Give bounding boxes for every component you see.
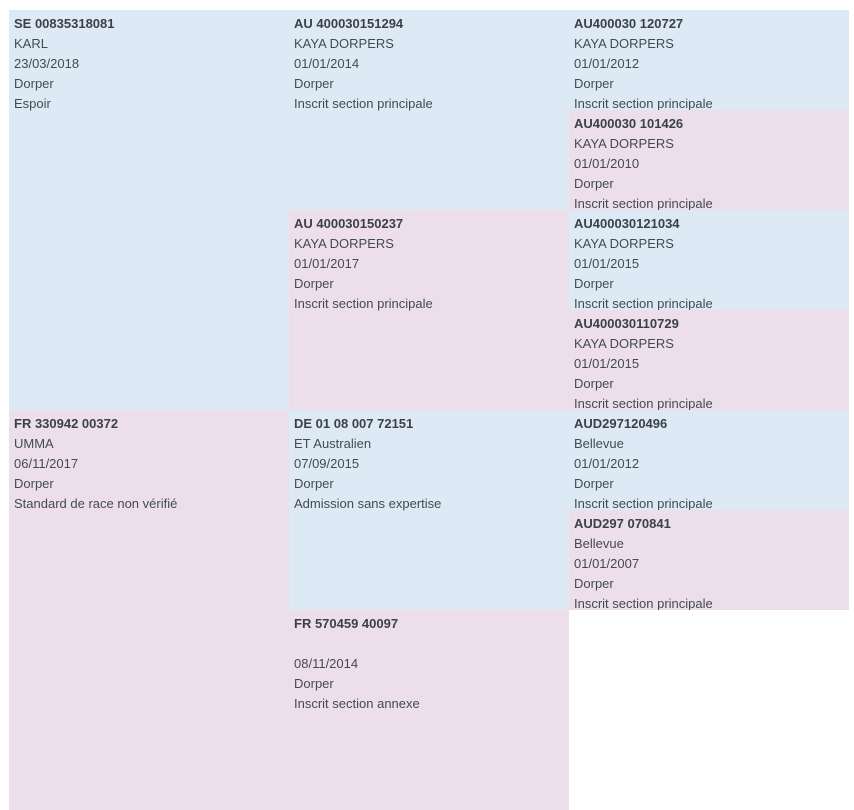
pedigree-cell-sire-sire-sire[interactable]: AU400030 120727 KAYA DORPERS 01/01/2012 … xyxy=(569,10,849,110)
birth-date: 01/01/2007 xyxy=(574,556,640,571)
registration-status: Admission sans expertise xyxy=(294,496,442,511)
breed: Dorper xyxy=(294,76,334,91)
breed: Dorper xyxy=(574,476,614,491)
birth-date: 01/01/2012 xyxy=(574,56,640,71)
animal-id[interactable]: AU 400030150237 xyxy=(294,216,404,231)
pedigree-cell-sire-sire-dam[interactable]: AU400030 101426 KAYA DORPERS 01/01/2010 … xyxy=(569,110,849,210)
pedigree-cell-dam-sire[interactable]: DE 01 08 007 72151 ET Australien 07/09/2… xyxy=(289,410,569,610)
animal-name: Bellevue xyxy=(574,436,624,451)
animal-name: ET Australien xyxy=(294,436,372,451)
breed: Dorper xyxy=(574,376,614,391)
birth-date: 07/09/2015 xyxy=(294,456,360,471)
breed: Dorper xyxy=(14,76,54,91)
breed: Dorper xyxy=(294,276,334,291)
birth-date: 01/01/2012 xyxy=(574,456,640,471)
animal-name: KAYA DORPERS xyxy=(294,236,394,251)
pedigree-cell-dam-dam[interactable]: FR 570459 40097 08/11/2014 Dorper Inscri… xyxy=(289,610,569,810)
animal-id[interactable]: AU400030 101426 xyxy=(574,116,684,131)
registration-status: Espoir xyxy=(14,96,51,111)
pedigree-cell-sire-dam[interactable]: AU 400030150237 KAYA DORPERS 01/01/2017 … xyxy=(289,210,569,410)
breed: Dorper xyxy=(294,476,334,491)
breed: Dorper xyxy=(14,476,54,491)
birth-date: 06/11/2017 xyxy=(14,456,79,471)
registration-status: Inscrit section principale xyxy=(574,396,713,410)
breed: Dorper xyxy=(574,176,614,191)
animal-id[interactable]: DE 01 08 007 72151 xyxy=(294,416,414,431)
animal-name: KAYA DORPERS xyxy=(574,136,674,151)
pedigree-cell-dam[interactable]: FR 330942 00372 UMMA 06/11/2017 Dorper S… xyxy=(9,410,289,810)
animal-name: KAYA DORPERS xyxy=(294,36,394,51)
birth-date: 08/11/2014 xyxy=(294,656,359,671)
birth-date: 01/01/2015 xyxy=(574,356,640,371)
registration-status: Inscrit section principale xyxy=(574,96,713,110)
pedigree-cell-sire[interactable]: SE 00835318081 KARL 23/03/2018 Dorper Es… xyxy=(9,10,289,410)
breed: Dorper xyxy=(294,676,334,691)
registration-status: Standard de race non vérifié xyxy=(14,496,178,511)
birth-date: 01/01/2014 xyxy=(294,56,360,71)
animal-id[interactable]: AU400030 120727 xyxy=(574,16,684,31)
animal-id[interactable]: AU 400030151294 xyxy=(294,16,404,31)
breed: Dorper xyxy=(574,576,614,591)
animal-id[interactable]: AUD297 070841 xyxy=(574,516,671,531)
birth-date: 01/01/2017 xyxy=(294,256,360,271)
registration-status: Inscrit section principale xyxy=(574,296,713,310)
animal-name: KAYA DORPERS xyxy=(574,336,674,351)
registration-status: Inscrit section principale xyxy=(574,196,713,210)
registration-status: Inscrit section principale xyxy=(574,596,713,610)
birth-date: 01/01/2015 xyxy=(574,256,640,271)
animal-id[interactable]: FR 570459 40097 xyxy=(294,616,399,631)
animal-name: KAYA DORPERS xyxy=(574,236,674,251)
registration-status: Inscrit section principale xyxy=(294,296,433,311)
birth-date: 01/01/2010 xyxy=(574,156,640,171)
pedigree-cell-dam-sire-sire[interactable]: AUD297120496 Bellevue 01/01/2012 Dorper … xyxy=(569,410,849,510)
pedigree-cell-dam-sire-dam[interactable]: AUD297 070841 Bellevue 01/01/2007 Dorper… xyxy=(569,510,849,610)
registration-status: Inscrit section annexe xyxy=(294,696,420,711)
animal-id[interactable]: AU400030121034 xyxy=(574,216,680,231)
animal-name: Bellevue xyxy=(574,536,624,551)
animal-name xyxy=(294,634,564,654)
animal-name: KARL xyxy=(14,36,48,51)
pedigree-cell-sire-dam-sire[interactable]: AU400030121034 KAYA DORPERS 01/01/2015 D… xyxy=(569,210,849,310)
pedigree-cell-sire-dam-dam[interactable]: AU400030110729 KAYA DORPERS 01/01/2015 D… xyxy=(569,310,849,410)
breed: Dorper xyxy=(574,276,614,291)
registration-status: Inscrit section principale xyxy=(574,496,713,510)
registration-status: Inscrit section principale xyxy=(294,96,433,111)
pedigree-cell-sire-sire[interactable]: AU 400030151294 KAYA DORPERS 01/01/2014 … xyxy=(289,10,569,210)
birth-date: 23/03/2018 xyxy=(14,56,80,71)
animal-id[interactable]: AUD297120496 xyxy=(574,416,668,431)
animal-name: UMMA xyxy=(14,436,54,451)
animal-id[interactable]: SE 00835318081 xyxy=(14,16,115,31)
animal-id[interactable]: AU400030110729 xyxy=(574,316,679,331)
animal-name: KAYA DORPERS xyxy=(574,36,674,51)
breed: Dorper xyxy=(574,76,614,91)
animal-id[interactable]: FR 330942 00372 xyxy=(14,416,119,431)
